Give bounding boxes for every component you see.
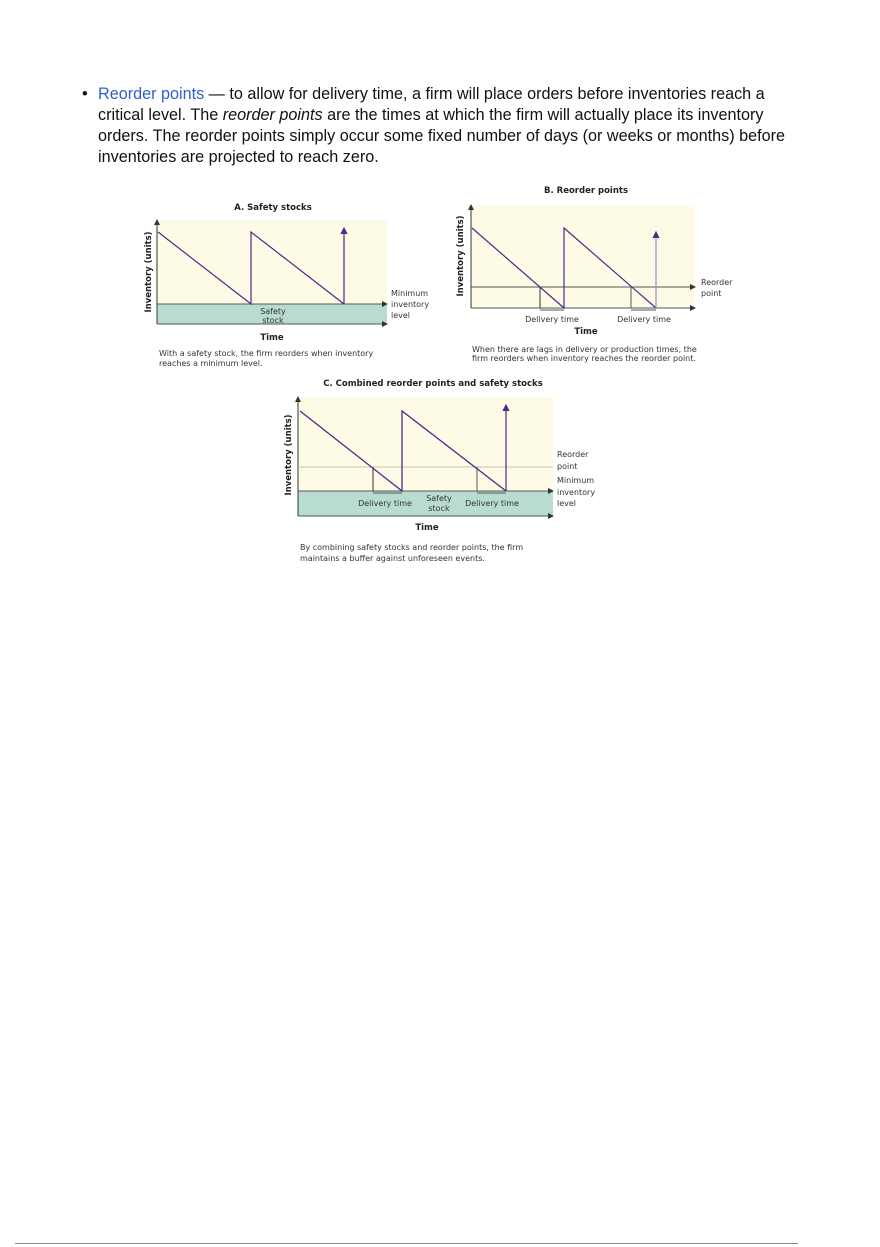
y-axis-label: Inventory (units) <box>144 231 154 312</box>
inventory-line <box>299 409 507 493</box>
delivery-time-label: Delivery time <box>465 499 519 508</box>
min-level-label: inventory <box>391 300 429 309</box>
safety-stock-band <box>298 491 553 516</box>
delivery-time-label: Delivery time <box>358 499 412 508</box>
inventory-line <box>471 226 657 310</box>
safety-stock-label: stock <box>428 504 450 513</box>
x-axis-label: Time <box>415 523 439 533</box>
y-axis-label: Inventory (units) <box>284 414 294 495</box>
bullet-marker: • <box>82 85 88 103</box>
plot-background <box>471 205 695 308</box>
inventory-line <box>157 230 345 306</box>
italic-term: reorder points <box>222 106 323 124</box>
min-level-label: level <box>557 499 576 508</box>
reorder-point-label: Reorder <box>701 278 733 287</box>
figure-a-safety-stocks: A. Safety stocks Inventory (units) Time … <box>144 203 429 368</box>
text-segment: are the times at which the firm will act… <box>98 106 786 166</box>
x-axis-label: Time <box>574 327 598 337</box>
figure-caption: By combining safety stocks and reorder p… <box>300 543 523 552</box>
figure-caption: reaches a minimum level. <box>159 359 263 368</box>
reorder-point-label: point <box>557 462 577 471</box>
y-axis-label: Inventory (units) <box>456 215 466 296</box>
plot-background <box>157 220 387 304</box>
min-level-label: Minimum <box>391 289 428 298</box>
footer-divider <box>15 1243 798 1244</box>
reorder-points-link[interactable]: Reorder points <box>98 85 205 103</box>
figure-c-title: C. Combined reorder points and safety st… <box>323 379 543 389</box>
min-level-label: level <box>391 311 410 320</box>
safety-stock-band <box>157 304 387 324</box>
bullet-paragraph: • Reorder points — to allow for delivery… <box>82 84 802 168</box>
figure-caption: When there are lags in delivery or produ… <box>472 345 697 354</box>
figure-b-reorder-points: B. Reorder points Inventory (units) Time… <box>456 186 733 363</box>
x-axis-label: Time <box>260 333 284 343</box>
min-level-label: Minimum <box>557 476 594 485</box>
figure-b-title: B. Reorder points <box>544 186 628 196</box>
text-segment: — to allow for delivery time, a firm wil… <box>98 85 765 124</box>
plot-background <box>298 397 553 491</box>
delivery-time-label: Delivery time <box>617 315 671 324</box>
reorder-point-label: Reorder <box>557 450 589 459</box>
delivery-time-label: Delivery time <box>525 315 579 324</box>
safety-stock-label: Safety <box>426 494 452 503</box>
inventory-figures: A. Safety stocks Inventory (units) Time … <box>144 186 733 563</box>
min-level-label: inventory <box>557 488 595 497</box>
figure-caption: With a safety stock, the firm reorders w… <box>159 349 373 358</box>
paragraph-text: Reorder points — to allow for delivery t… <box>98 84 802 168</box>
reorder-point-label: point <box>701 289 721 298</box>
figure-a-title: A. Safety stocks <box>234 203 312 213</box>
safety-stock-label: Safety <box>260 307 286 316</box>
figure-caption: maintains a buffer against unforeseen ev… <box>300 554 485 563</box>
figure-caption: firm reorders when inventory reaches the… <box>472 354 696 363</box>
figure-c-combined: C. Combined reorder points and safety st… <box>284 379 595 563</box>
safety-stock-label: stock <box>262 316 284 325</box>
